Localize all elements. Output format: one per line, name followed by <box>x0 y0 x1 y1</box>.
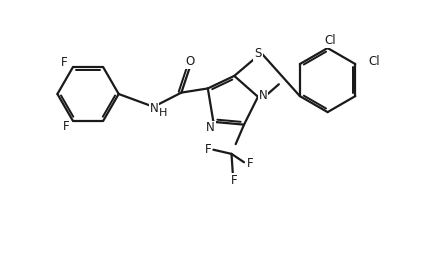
Text: N: N <box>206 122 215 135</box>
Text: F: F <box>247 157 254 170</box>
Text: O: O <box>186 55 195 68</box>
Text: N: N <box>150 102 159 115</box>
Text: S: S <box>254 47 262 60</box>
Text: F: F <box>231 174 237 188</box>
Text: F: F <box>62 120 69 133</box>
Text: F: F <box>61 56 68 69</box>
Text: Cl: Cl <box>369 55 380 68</box>
Text: F: F <box>204 143 211 156</box>
Text: N: N <box>259 89 268 102</box>
Text: Cl: Cl <box>324 34 336 47</box>
Text: H: H <box>159 108 167 118</box>
